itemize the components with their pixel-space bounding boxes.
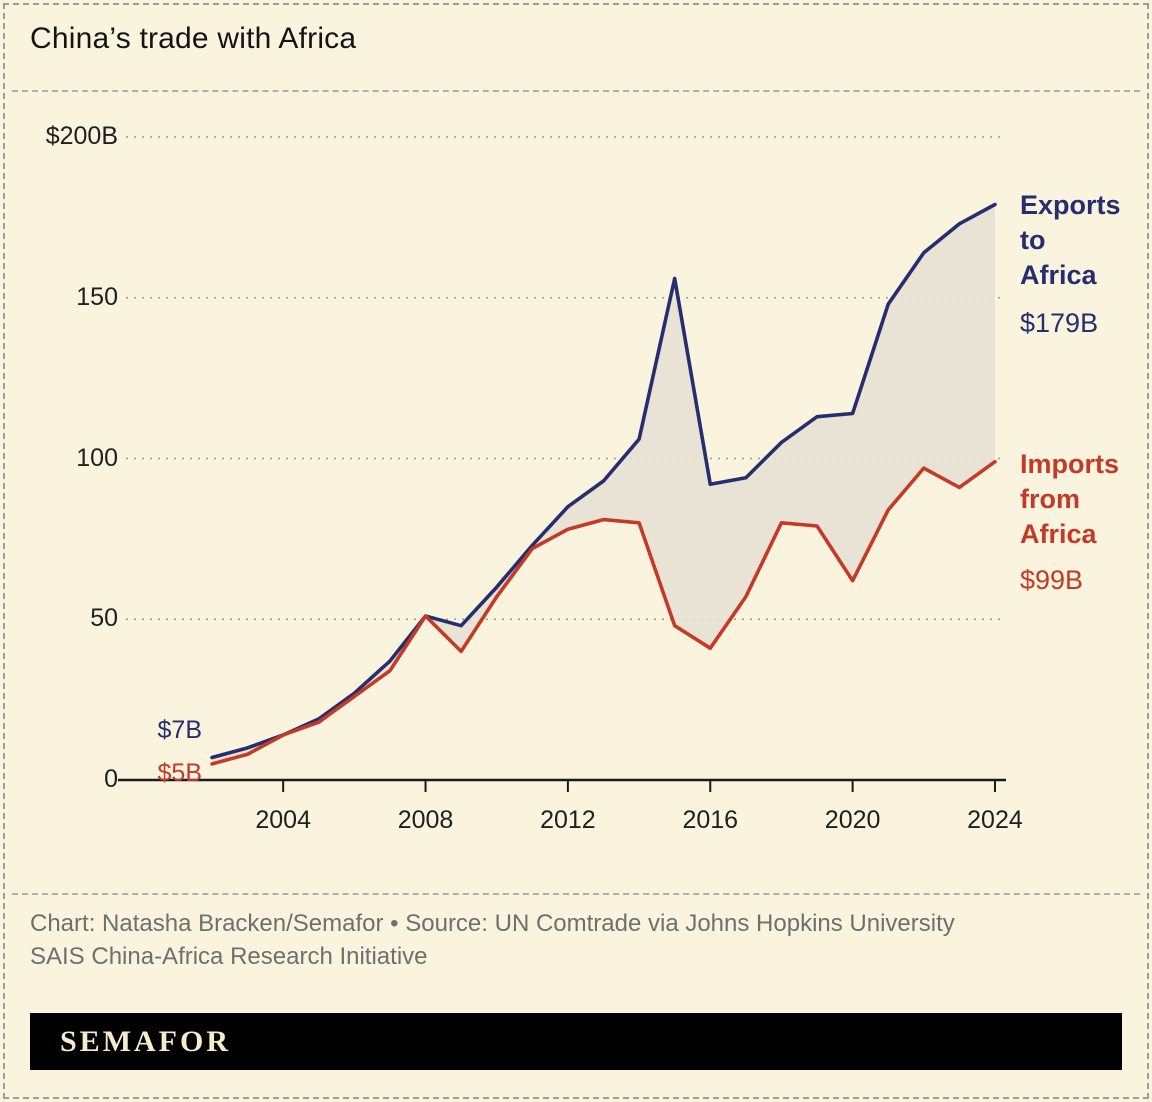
y-tick-label: 100 [76, 443, 118, 472]
exports-start-value-label: $7B [157, 716, 202, 744]
y-tick-label: 0 [104, 765, 118, 793]
semafor-wordmark: SEMAFOR [60, 1024, 231, 1058]
imports-start-value-label: $5B [157, 759, 202, 787]
exports-series-label: Exports to Africa [1020, 190, 1121, 291]
credit-line-2: SAIS China-Africa Research Initiative [30, 943, 428, 970]
chart-title: China’s trade with Africa [30, 22, 357, 55]
y-tick-label: 50 [90, 604, 118, 633]
x-tick-label: 2008 [397, 806, 454, 834]
imports-end-value-label: $99B [1020, 565, 1084, 595]
x-tick-label: 2016 [682, 806, 739, 834]
exports-end-value-label: $179B [1020, 308, 1099, 338]
x-tick-label: 2012 [540, 806, 596, 834]
x-tick-label: 2020 [824, 806, 881, 834]
x-tick-label: 2024 [967, 806, 1023, 834]
x-tick-label: 2004 [255, 806, 311, 834]
credit-line-1: Chart: Natasha Bracken/Semafor • Source:… [30, 910, 955, 937]
y-tick-label: $200B [45, 122, 118, 150]
footer-divider [12, 893, 1140, 895]
title-divider [12, 90, 1140, 92]
imports-series-label: Imports from Africa [1020, 449, 1120, 550]
semafor-logo-bar: SEMAFOR [30, 1013, 1122, 1070]
y-tick-label: 150 [76, 282, 118, 311]
